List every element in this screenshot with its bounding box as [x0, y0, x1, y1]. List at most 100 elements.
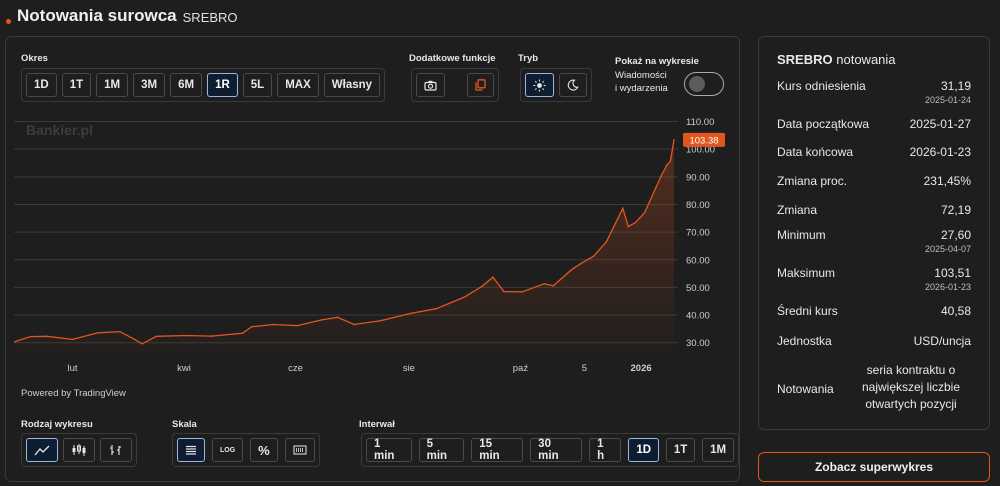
price-point	[570, 268, 573, 271]
row-value-jednostka: USD/uncja	[913, 334, 971, 348]
dodatkowe-label: Dodatkowe funkcje	[409, 53, 496, 64]
price-point	[185, 334, 187, 337]
sun-icon	[533, 79, 546, 91]
chart-type-bars-button[interactable]	[100, 438, 132, 462]
row-value-data-koncowa: 2026-01-23	[909, 145, 971, 159]
row-value-notowania: seria kontraktu o największej liczbie ot…	[851, 362, 971, 413]
price-point	[592, 255, 595, 257]
quote-summary-panel: SREBRO notowania Kurs odniesienia 31,19 …	[758, 36, 990, 430]
price-point	[133, 338, 136, 341]
price-point	[29, 335, 32, 338]
rodzaj-label: Rodzaj wykresu	[21, 419, 93, 430]
interval-button-1d[interactable]: 1D	[628, 438, 659, 462]
superchart-button[interactable]: Zobacz superwykres	[758, 452, 990, 482]
dark-mode-button[interactable]	[559, 73, 587, 97]
news-toggle-label-1: Wiadomości	[615, 70, 667, 81]
skala-button-group: LOG %	[172, 433, 320, 467]
period-button-custom[interactable]: Własny	[323, 73, 381, 97]
row-label-jednostka: Jednostka	[777, 334, 832, 348]
interval-button-5min[interactable]: 5 min	[418, 438, 465, 462]
price-point	[660, 175, 663, 177]
interwal-label: Interwał	[359, 419, 395, 430]
price-point	[296, 324, 299, 327]
row-label-maksimum: Maksimum	[777, 266, 836, 280]
dodatkowe-button-group	[411, 68, 499, 102]
row-date-minimum: 2025-04-07	[924, 244, 971, 254]
price-point	[634, 221, 637, 224]
y-tick-label: 50.00	[686, 283, 710, 294]
price-point	[579, 262, 582, 265]
row-label-kurs-odniesienia: Kurs odniesienia	[777, 79, 866, 93]
page-title-main: Notowania surowca	[17, 6, 177, 25]
y-tick-label: 70.00	[686, 228, 710, 239]
copy-button[interactable]	[467, 73, 494, 97]
screenshot-button[interactable]	[416, 73, 445, 97]
toggle-knob	[689, 76, 705, 92]
light-mode-button[interactable]	[525, 73, 554, 97]
period-button-1m[interactable]: 1M	[96, 73, 129, 97]
interval-button-30min[interactable]: 30 min	[530, 438, 583, 462]
period-button-6m[interactable]: 6M	[170, 73, 203, 97]
last-price-label: 103.38	[689, 135, 718, 146]
price-point	[627, 225, 630, 228]
period-button-1r[interactable]: 1R	[207, 73, 238, 97]
news-events-toggle[interactable]	[684, 72, 724, 96]
price-point	[409, 312, 412, 315]
row-label-data-koncowa: Data końcowa	[777, 145, 854, 159]
interval-button-1h[interactable]: 1 h	[589, 438, 622, 462]
powered-by-tradingview[interactable]: Powered by TradingView	[21, 388, 126, 399]
camera-icon	[424, 80, 437, 91]
price-point	[462, 296, 465, 299]
row-label-minimum: Minimum	[777, 228, 826, 242]
chart-type-candle-button[interactable]	[63, 438, 95, 462]
page-title-instrument: SREBRO	[182, 10, 238, 25]
price-point	[320, 319, 322, 321]
price-point	[241, 332, 244, 335]
price-point	[435, 307, 438, 310]
scale-log-button[interactable]: LOG	[212, 438, 244, 462]
skala-label: Skala	[172, 419, 197, 430]
interval-button-15min[interactable]: 15 min	[471, 438, 524, 462]
y-tick-label: 40.00	[686, 311, 710, 322]
price-point	[46, 335, 48, 338]
summary-title-instrument: SREBRO	[777, 52, 833, 67]
period-button-max[interactable]: MAX	[277, 73, 319, 97]
chart-panel: Okres 1D 1T 1M 3M 6M 1R 5L MAX Własny Do…	[5, 36, 740, 482]
copy-icon	[475, 79, 486, 91]
price-point	[521, 291, 524, 293]
x-tick-label: 5	[582, 363, 587, 374]
chart-type-line-button[interactable]	[26, 438, 58, 462]
row-value-kurs-odniesienia: 31,19	[940, 79, 971, 93]
price-point	[272, 323, 275, 326]
scale-regular-button[interactable]	[177, 438, 205, 462]
row-value-maksimum: 103,51	[934, 266, 971, 280]
interval-button-1t[interactable]: 1T	[665, 438, 696, 462]
period-button-1d[interactable]: 1D	[26, 73, 57, 97]
row-value-data-poczatkowa: 2025-01-27	[909, 117, 971, 131]
price-point	[250, 325, 253, 328]
interval-button-1min[interactable]: 1 min	[366, 438, 412, 462]
price-chart[interactable]: 110.00 100.00 90.00 80.00 70.00 60.00 50.00 40.…	[14, 116, 726, 378]
price-point	[481, 285, 483, 288]
interval-button-1m[interactable]: 1M	[702, 438, 734, 462]
x-tick-label: cze	[288, 363, 303, 374]
price-point	[622, 207, 624, 210]
price-point	[665, 164, 668, 167]
price-point	[97, 331, 99, 334]
period-button-3m[interactable]: 3M	[133, 73, 166, 97]
y-tick-label: 100.00	[686, 145, 715, 156]
price-point	[673, 139, 675, 141]
price-point	[503, 290, 505, 293]
row-label-sredni-kurs: Średni kurs	[777, 304, 838, 318]
x-tick-label: lut	[67, 363, 77, 374]
scale-auto-button[interactable]	[284, 438, 315, 462]
period-button-1t[interactable]: 1T	[61, 73, 92, 97]
title-bullet-icon	[6, 18, 11, 24]
row-label-zmiana-proc: Zmiana proc.	[777, 174, 848, 188]
price-point	[669, 160, 672, 163]
okres-button-group: 1D 1T 1M 3M 6M 1R 5L MAX Własny	[21, 68, 386, 102]
autoscale-icon	[293, 445, 307, 455]
news-toggle-label-2: i wydarzenia	[615, 83, 668, 94]
scale-percent-button[interactable]: %	[250, 438, 278, 462]
period-button-5l[interactable]: 5L	[242, 73, 273, 97]
